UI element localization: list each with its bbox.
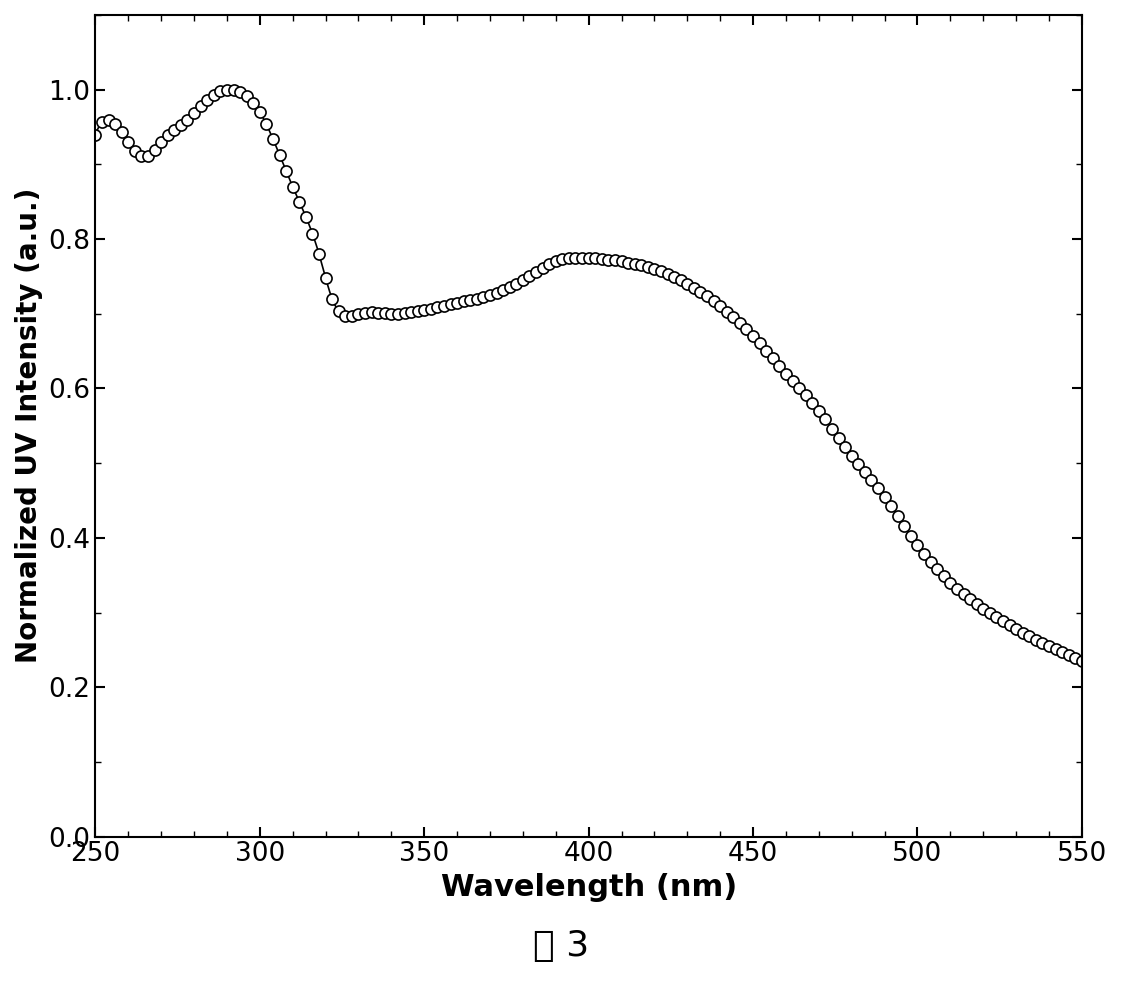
Y-axis label: Normalized UV Intensity (a.u.): Normalized UV Intensity (a.u.) [15, 188, 43, 664]
X-axis label: Wavelength (nm): Wavelength (nm) [441, 873, 737, 902]
Text: 图 3: 图 3 [533, 930, 589, 963]
